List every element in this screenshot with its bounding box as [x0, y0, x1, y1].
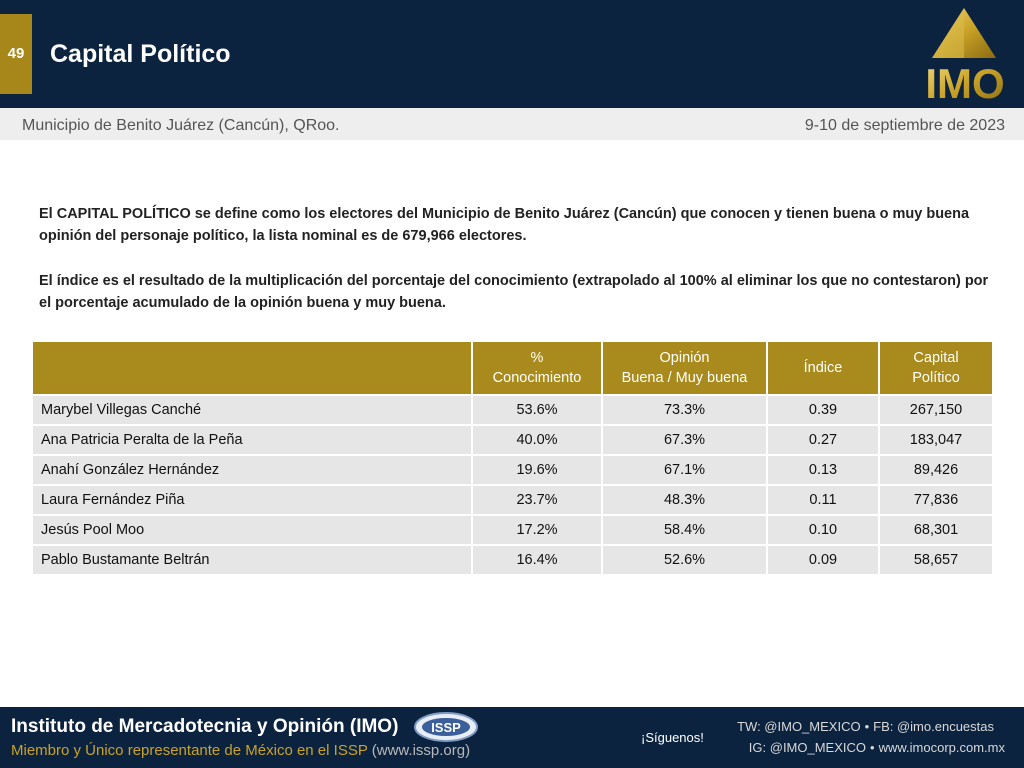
capital-value: 183,047: [880, 424, 992, 454]
footer-institute-name: Instituto de Mercadotecnia y Opinión (IM…: [11, 716, 399, 737]
header-capital: Capital Político: [880, 342, 992, 394]
opinion-value: 73.3%: [603, 394, 768, 424]
indice-value: 0.39: [768, 394, 880, 424]
candidate-name: Laura Fernández Piña: [33, 484, 473, 514]
indice-value: 0.10: [768, 514, 880, 544]
footer-bar: [0, 707, 1024, 768]
conocimiento-value: 40.0%: [473, 424, 603, 454]
website-link[interactable]: www.imocorp.com.mx: [878, 740, 1005, 755]
date-label: 9-10 de septiembre de 2023: [804, 117, 1005, 134]
facebook-link[interactable]: FB: @imo.encuestas: [873, 719, 994, 734]
issp-logo: ISSP: [414, 712, 478, 742]
instagram-link[interactable]: IG: @IMO_MEXICO: [748, 740, 867, 755]
subheader-bar: [0, 108, 1024, 140]
indice-value: 0.27: [768, 424, 880, 454]
logo-text: IMO: [925, 60, 1004, 106]
header-conocimiento: % Conocimiento: [473, 342, 603, 394]
index-paragraph: El índice es el resultado de la multipli…: [39, 273, 989, 311]
candidate-name: Marybel Villegas Canché: [33, 394, 473, 424]
indice-value: 0.09: [768, 544, 880, 574]
conocimiento-value: 19.6%: [473, 454, 603, 484]
capital-value: 77,836: [880, 484, 992, 514]
header-indice: Índice: [768, 342, 880, 394]
conocimiento-value: 17.2%: [473, 514, 603, 544]
capital-value: 68,301: [880, 514, 992, 544]
capital-politico-table: % Conocimiento Opinión Buena / Muy buena Í…: [33, 342, 992, 574]
capital-value: 267,150: [880, 394, 992, 424]
issp-link[interactable]: (www.issp.org): [371, 742, 471, 759]
imo-logo: IMO: [916, 8, 1014, 106]
table-header-row: % Conocimiento Opinión Buena / Muy buena Í…: [33, 342, 992, 394]
conocimiento-value: 16.4%: [473, 544, 603, 574]
candidate-name: Jesús Pool Moo: [33, 514, 473, 544]
footer-membership: Miembro y Único representante de México …: [11, 742, 470, 759]
capital-value: 89,426: [880, 454, 992, 484]
social-line-2: IG: @IMO_MEXICO • www.imocorp.com.mx: [748, 740, 1005, 755]
follow-us-label: ¡Síguenos!: [641, 730, 704, 745]
opinion-value: 67.1%: [603, 454, 768, 484]
candidate-name: Anahí González Hernández: [33, 454, 473, 484]
social-line-1: TW: @IMO_MEXICO • FB: @imo.encuestas: [737, 719, 994, 734]
capital-value: 58,657: [880, 544, 992, 574]
header-candidate: [33, 342, 473, 394]
conocimiento-value: 23.7%: [473, 484, 603, 514]
table-row: Marybel Villegas Canché 53.6% 73.3% 0.39…: [33, 394, 992, 424]
indice-value: 0.11: [768, 484, 880, 514]
top-header-bar: [0, 0, 1024, 108]
opinion-value: 48.3%: [603, 484, 768, 514]
table-row: Ana Patricia Peralta de la Peña 40.0% 67…: [33, 424, 992, 454]
opinion-value: 58.4%: [603, 514, 768, 544]
page-title: Capital Político: [50, 40, 231, 68]
table-row: Laura Fernández Piña 23.7% 48.3% 0.11 77…: [33, 484, 992, 514]
opinion-value: 67.3%: [603, 424, 768, 454]
definition-paragraph: El CAPITAL POLÍTICO se define como los e…: [39, 206, 970, 244]
conocimiento-value: 53.6%: [473, 394, 603, 424]
location-label: Municipio de Benito Juárez (Cancún), QRo…: [22, 117, 340, 134]
candidate-name: Pablo Bustamante Beltrán: [33, 544, 473, 574]
indice-value: 0.13: [768, 454, 880, 484]
table-row: Jesús Pool Moo 17.2% 58.4% 0.10 68,301: [33, 514, 992, 544]
table-row: Anahí González Hernández 19.6% 67.1% 0.1…: [33, 454, 992, 484]
candidate-name: Ana Patricia Peralta de la Peña: [33, 424, 473, 454]
issp-logo-text: ISSP: [431, 720, 461, 735]
opinion-value: 52.6%: [603, 544, 768, 574]
twitter-link[interactable]: TW: @IMO_MEXICO: [737, 719, 861, 734]
table-row: Pablo Bustamante Beltrán 16.4% 52.6% 0.0…: [33, 544, 992, 574]
footer-membership-text: Miembro y Único representante de México …: [11, 742, 368, 759]
page-number-badge: 49: [0, 14, 32, 94]
header-opinion: Opinión Buena / Muy buena: [603, 342, 768, 394]
